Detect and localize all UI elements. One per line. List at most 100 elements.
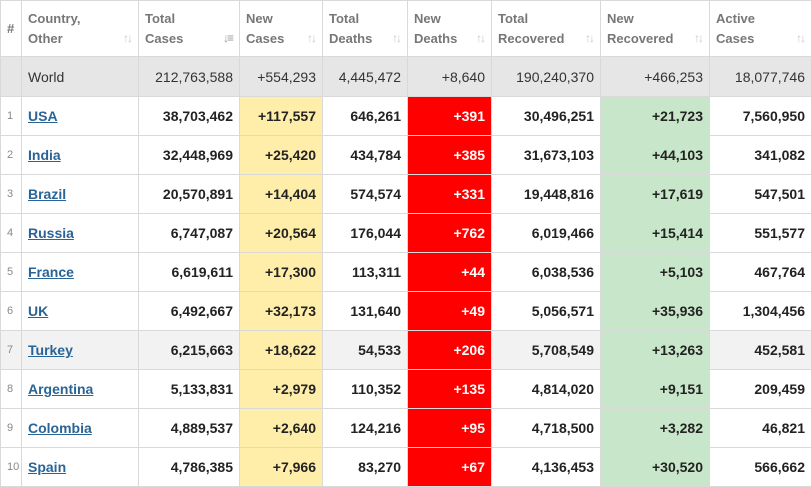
country-link[interactable]: Argentina [28,381,93,397]
sort-arrows-icon[interactable]: ↑↓ [476,28,484,48]
total-deaths: 83,270 [323,448,408,487]
column-header-new-recovered[interactable]: New Recovered↑↓ [601,1,710,57]
row-number: 7 [1,331,22,370]
column-header-country[interactable]: Country, Other↑↓ [22,1,139,57]
sort-arrows-icon[interactable]: ↑↓ [796,28,804,48]
country-link[interactable]: UK [28,303,48,319]
world-row: World 212,763,588 +554,293 4,445,472 +8,… [1,57,811,97]
active-cases: 547,501 [710,175,811,214]
row-number: 5 [1,253,22,292]
new-recovered: +44,103 [601,136,710,175]
column-header-label: New Cases [246,9,316,49]
new-recovered: +17,619 [601,175,710,214]
country-cell: Argentina [22,370,139,409]
row-number: 9 [1,409,22,448]
total-deaths: 110,352 [323,370,408,409]
new-cases: +117,557 [240,97,323,136]
world-new-recovered: +466,253 [601,57,710,97]
country-link[interactable]: India [28,147,61,163]
total-cases: 6,215,663 [139,331,240,370]
new-deaths: +44 [408,253,492,292]
column-header-rank[interactable]: # [1,1,22,57]
new-cases: +25,420 [240,136,323,175]
world-new-deaths: +8,640 [408,57,492,97]
total-recovered: 6,019,466 [492,214,601,253]
column-header-new-deaths[interactable]: New Deaths↑↓ [408,1,492,57]
country-link[interactable]: France [28,264,74,280]
country-link[interactable]: Brazil [28,186,66,202]
new-cases: +17,300 [240,253,323,292]
new-recovered: +30,520 [601,448,710,487]
country-link[interactable]: Turkey [28,342,73,358]
total-recovered: 31,673,103 [492,136,601,175]
total-recovered: 5,056,571 [492,292,601,331]
column-header-total-cases[interactable]: Total Cases↓≡ [139,1,240,57]
total-deaths: 113,311 [323,253,408,292]
column-header-label: Total Recovered [498,9,594,49]
new-recovered: +15,414 [601,214,710,253]
active-cases: 566,662 [710,448,811,487]
header-row: #Country, Other↑↓Total Cases↓≡New Cases↑… [1,1,811,57]
new-deaths: +391 [408,97,492,136]
active-cases: 1,304,456 [710,292,811,331]
row-number: 3 [1,175,22,214]
column-header-label: Country, Other [28,9,132,49]
country-cell: India [22,136,139,175]
sort-arrows-icon[interactable]: ↑↓ [585,28,593,48]
country-link[interactable]: Russia [28,225,74,241]
country-link[interactable]: USA [28,108,58,124]
sort-arrows-icon[interactable]: ↑↓ [123,28,131,48]
total-cases: 20,570,891 [139,175,240,214]
new-cases: +18,622 [240,331,323,370]
column-header-label: New Recovered [607,9,703,49]
country-cell: UK [22,292,139,331]
column-header-total-deaths[interactable]: Total Deaths↑↓ [323,1,408,57]
new-recovered: +21,723 [601,97,710,136]
world-active-cases: 18,077,746 [710,57,811,97]
new-recovered: +13,263 [601,331,710,370]
new-recovered: +5,103 [601,253,710,292]
total-cases: 6,619,611 [139,253,240,292]
total-deaths: 574,574 [323,175,408,214]
total-cases: 5,133,831 [139,370,240,409]
column-header-label: New Deaths [414,9,485,49]
active-cases: 7,560,950 [710,97,811,136]
new-cases: +14,404 [240,175,323,214]
column-header-new-cases[interactable]: New Cases↑↓ [240,1,323,57]
total-recovered: 4,718,500 [492,409,601,448]
total-deaths: 434,784 [323,136,408,175]
new-cases: +20,564 [240,214,323,253]
sort-descending-icon[interactable]: ↓≡ [223,28,232,48]
sort-arrows-icon[interactable]: ↑↓ [307,28,315,48]
country-cell: France [22,253,139,292]
column-header-label: Total Deaths [329,9,401,49]
total-recovered: 19,448,816 [492,175,601,214]
column-header-active-cases[interactable]: Active Cases↑↓ [710,1,811,57]
total-cases: 6,747,087 [139,214,240,253]
country-cell: Russia [22,214,139,253]
new-cases: +7,966 [240,448,323,487]
world-label: World [22,57,139,97]
active-cases: 341,082 [710,136,811,175]
row-number [1,57,22,97]
new-deaths: +331 [408,175,492,214]
sort-arrows-icon[interactable]: ↑↓ [694,28,702,48]
column-header-total-recovered[interactable]: Total Recovered↑↓ [492,1,601,57]
country-link[interactable]: Spain [28,459,66,475]
active-cases: 209,459 [710,370,811,409]
new-cases: +32,173 [240,292,323,331]
new-deaths: +95 [408,409,492,448]
total-recovered: 6,038,536 [492,253,601,292]
new-deaths: +385 [408,136,492,175]
total-deaths: 124,216 [323,409,408,448]
country-cell: Colombia [22,409,139,448]
row-number: 4 [1,214,22,253]
sort-arrows-icon[interactable]: ↑↓ [392,28,400,48]
country-link[interactable]: Colombia [28,420,92,436]
new-deaths: +49 [408,292,492,331]
column-header-label: Active Cases [716,9,805,49]
